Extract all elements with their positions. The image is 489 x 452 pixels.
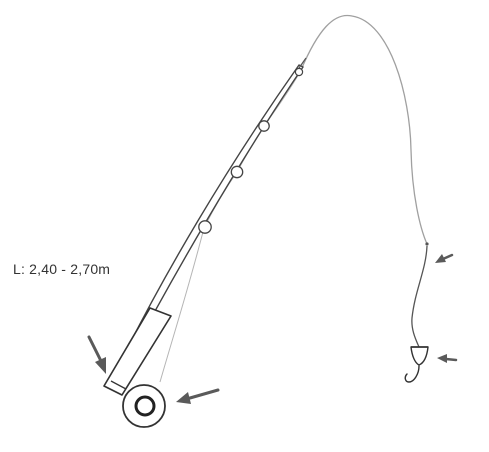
- fishing-rod-icon: [107, 64, 304, 389]
- reel-line: [159, 71, 301, 383]
- hook-icon: [404, 365, 420, 383]
- rod-length-label: L: 2,40 - 2,70m: [13, 261, 111, 277]
- arrow-to-handle: [87, 335, 106, 374]
- sinker-dot: [425, 242, 429, 246]
- arrow-to-float: [437, 354, 458, 363]
- float-icon: [410, 346, 429, 366]
- arrow-to-reel: [176, 388, 220, 404]
- guide-ring-4: [294, 67, 304, 77]
- handle-icon: [103, 307, 172, 396]
- guide-ring-3: [258, 120, 270, 132]
- line-guides: [198, 67, 304, 234]
- reel-icon: [122, 384, 166, 428]
- guide-ring-2: [230, 165, 244, 179]
- fishing-line: [300, 14, 428, 245]
- arrow-to-sinker: [435, 253, 454, 263]
- rod-tip: [298, 57, 307, 69]
- guide-ring-1: [198, 220, 212, 234]
- leader-line: [411, 245, 428, 348]
